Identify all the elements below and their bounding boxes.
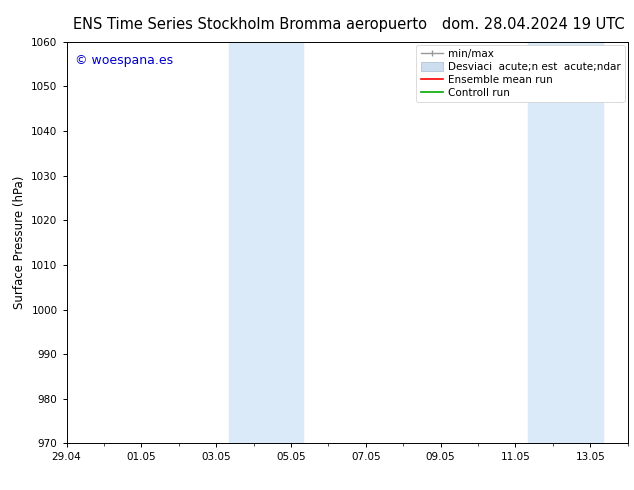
Text: © woespana.es: © woespana.es bbox=[75, 54, 173, 67]
Text: ENS Time Series Stockholm Bromma aeropuerto: ENS Time Series Stockholm Bromma aeropue… bbox=[73, 17, 427, 32]
Bar bbox=[527, 42, 602, 443]
Y-axis label: Surface Pressure (hPa): Surface Pressure (hPa) bbox=[13, 176, 26, 309]
Text: dom. 28.04.2024 19 UTC: dom. 28.04.2024 19 UTC bbox=[442, 17, 624, 32]
Bar bbox=[228, 42, 303, 443]
Legend: min/max, Desviaci  acute;n est  acute;ndar, Ensemble mean run, Controll run: min/max, Desviaci acute;n est acute;ndar… bbox=[417, 45, 624, 102]
